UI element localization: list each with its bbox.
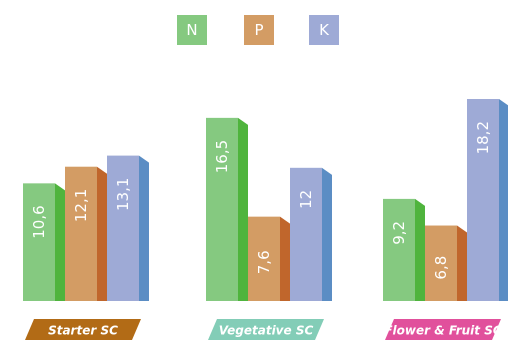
bar-value-label: 13,1 xyxy=(114,178,132,211)
category-tag-2: Vegetative SC xyxy=(208,319,324,340)
bar-value-label: 12 xyxy=(297,190,315,209)
bar-value-label: 7,6 xyxy=(255,250,273,274)
legend-item-n: N xyxy=(177,15,207,45)
legend-label-k: K xyxy=(319,21,329,39)
bar-value-label: 16,5 xyxy=(213,140,231,173)
bar-p-2 xyxy=(248,216,290,301)
legend-label-p: P xyxy=(254,21,264,39)
bar-k-3 xyxy=(467,99,508,301)
bar-n-1 xyxy=(23,183,65,301)
category-tag-3: Flower & Fruit SC xyxy=(384,319,502,340)
bar-n-3 xyxy=(383,198,425,301)
bar-value-label: 6,8 xyxy=(432,256,450,280)
bar-p-1 xyxy=(65,166,107,301)
bar-k-2 xyxy=(290,167,332,301)
legend-item-p: P xyxy=(244,15,274,45)
bar-value-label: 9,2 xyxy=(390,221,408,245)
category-label: Vegetative SC xyxy=(219,324,314,338)
bar-value-label: 12,1 xyxy=(72,189,90,222)
bar-k-1 xyxy=(107,155,149,301)
category-label: Flower & Fruit SC xyxy=(384,324,502,338)
bar-value-label: 18,2 xyxy=(474,121,492,154)
bar-p-3 xyxy=(425,225,467,301)
legend-item-k: K xyxy=(309,15,339,45)
bar-value-label: 10,6 xyxy=(30,205,48,238)
legend-label-n: N xyxy=(186,21,198,39)
category-label: Starter SC xyxy=(48,324,118,338)
bar-n-2 xyxy=(206,117,248,301)
category-tag-1: Starter SC xyxy=(25,319,141,340)
